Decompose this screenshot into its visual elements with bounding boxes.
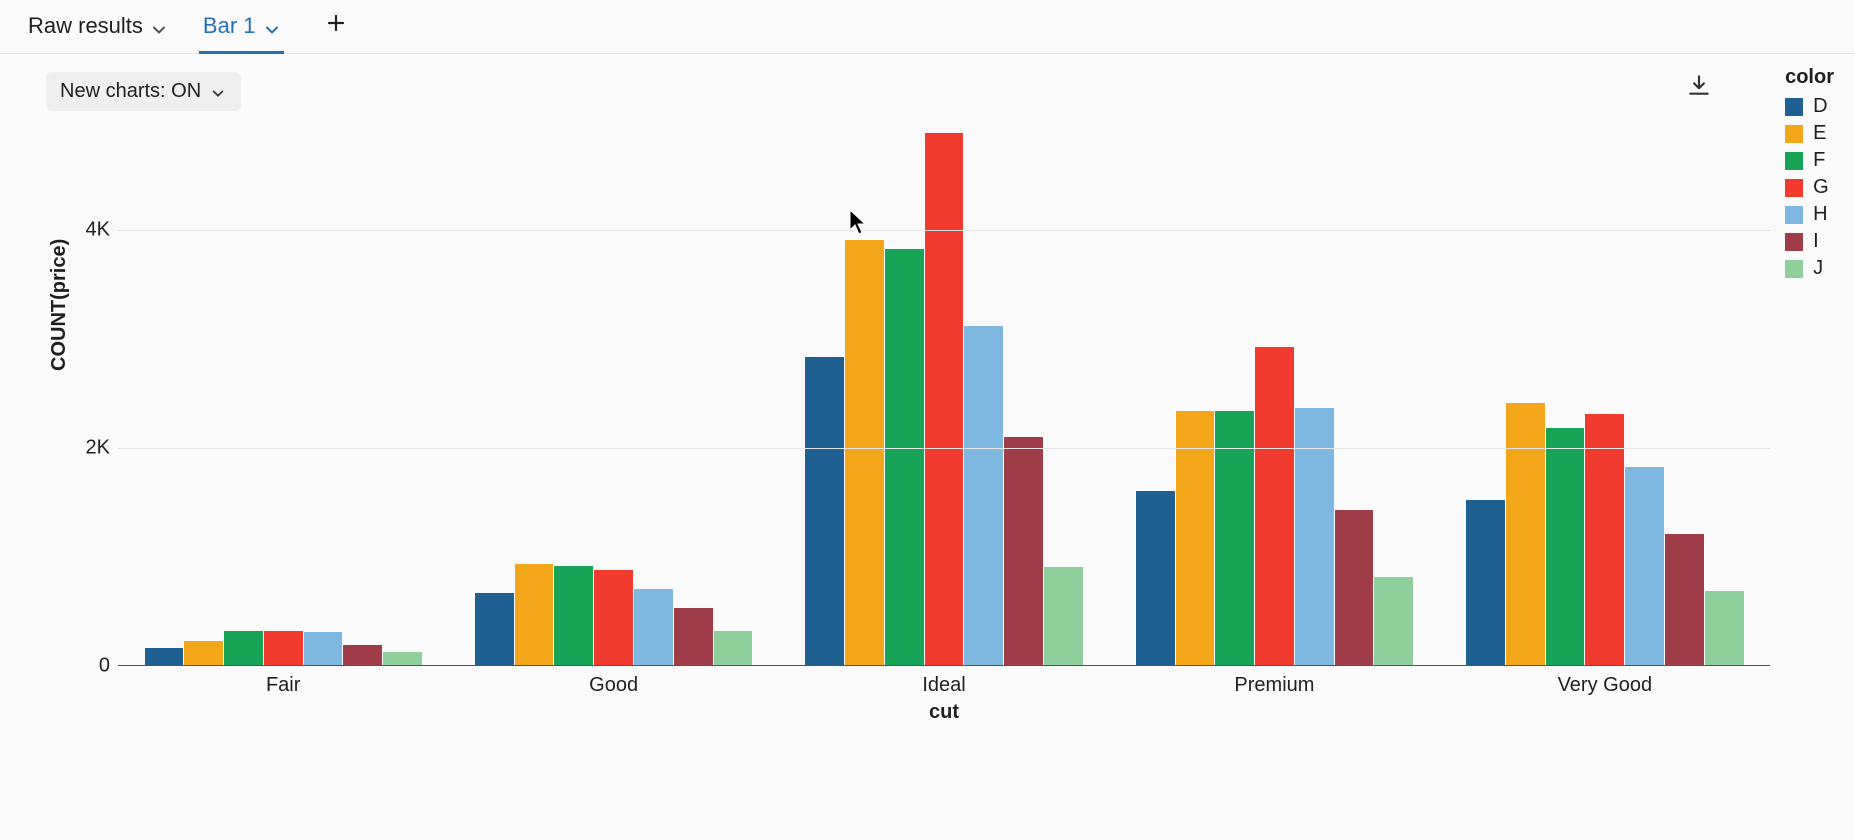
chart-area: New charts: ON color DEFGHIJ COUNT(price… xyxy=(0,54,1854,724)
bar[interactable] xyxy=(1176,411,1215,665)
chevron-down-icon xyxy=(211,84,227,100)
bar[interactable] xyxy=(1585,414,1624,665)
x-tick-label: Premium xyxy=(1109,674,1439,697)
bar[interactable] xyxy=(554,566,593,665)
y-tick-label: 4K xyxy=(86,219,110,242)
bar-group xyxy=(448,121,778,665)
legend-label: D xyxy=(1813,95,1827,118)
bar[interactable] xyxy=(1136,491,1175,665)
bar-group xyxy=(779,121,1109,665)
legend-swatch xyxy=(1785,98,1803,116)
legend-swatch xyxy=(1785,152,1803,170)
legend-label: F xyxy=(1813,149,1825,172)
bar[interactable] xyxy=(1295,408,1334,665)
bar[interactable] xyxy=(1625,467,1664,665)
legend-swatch xyxy=(1785,233,1803,251)
legend: color DEFGHIJ xyxy=(1781,66,1834,282)
x-axis-label: cut xyxy=(118,697,1770,724)
y-tick-label: 0 xyxy=(99,655,110,678)
bar[interactable] xyxy=(515,564,554,665)
bar[interactable] xyxy=(224,631,263,665)
bar[interactable] xyxy=(1466,500,1505,665)
plot[interactable] xyxy=(118,121,1770,666)
bar[interactable] xyxy=(475,593,514,665)
bar[interactable] xyxy=(885,249,924,665)
tab-raw-results[interactable]: Raw results xyxy=(24,7,171,53)
x-tick-label: Good xyxy=(448,674,778,697)
legend-item-e[interactable]: E xyxy=(1781,120,1834,147)
new-charts-toggle[interactable]: New charts: ON xyxy=(46,72,241,111)
bar[interactable] xyxy=(1255,347,1294,665)
y-axis-ticks: 0 2K 4K xyxy=(60,121,110,724)
bar[interactable] xyxy=(1215,411,1254,665)
bar[interactable] xyxy=(1665,534,1704,665)
download-button[interactable] xyxy=(1686,72,1714,100)
legend-swatch xyxy=(1785,260,1803,278)
legend-label: I xyxy=(1813,230,1819,253)
bar[interactable] xyxy=(343,645,382,665)
bar[interactable] xyxy=(1705,591,1744,665)
x-tick-label: Very Good xyxy=(1440,674,1770,697)
tab-label: Bar 1 xyxy=(203,13,256,39)
bar[interactable] xyxy=(383,652,422,665)
x-tick-label: Fair xyxy=(118,674,448,697)
y-tick-label: 2K xyxy=(86,437,110,460)
bar[interactable] xyxy=(714,631,753,665)
bar[interactable] xyxy=(845,240,884,665)
bar[interactable] xyxy=(304,632,343,665)
chevron-down-icon xyxy=(151,18,167,34)
legend-item-g[interactable]: G xyxy=(1781,174,1834,201)
bar[interactable] xyxy=(1374,577,1413,665)
bar[interactable] xyxy=(145,648,184,665)
gridline xyxy=(118,230,1770,231)
bar[interactable] xyxy=(1506,403,1545,665)
chevron-down-icon xyxy=(264,18,280,34)
tabs-row: Raw results Bar 1 xyxy=(0,0,1854,54)
legend-swatch xyxy=(1785,125,1803,143)
legend-item-d[interactable]: D xyxy=(1781,93,1834,120)
bar-group xyxy=(1440,121,1770,665)
plot-wrap: COUNT(price) 02K4K FairGoodIdealPremiumV… xyxy=(70,121,1770,724)
bar[interactable] xyxy=(264,631,303,665)
x-axis-ticks: FairGoodIdealPremiumVery Good xyxy=(118,666,1770,697)
x-tick-label: Ideal xyxy=(779,674,1109,697)
legend-label: J xyxy=(1813,257,1823,280)
legend-item-j[interactable]: J xyxy=(1781,255,1834,282)
legend-swatch xyxy=(1785,179,1803,197)
bar-group xyxy=(1109,121,1439,665)
tab-label: Raw results xyxy=(28,13,143,39)
legend-swatch xyxy=(1785,206,1803,224)
gridline xyxy=(118,448,1770,449)
bar[interactable] xyxy=(594,570,633,665)
toggle-label: New charts: ON xyxy=(60,80,201,103)
legend-label: G xyxy=(1813,176,1829,199)
tab-bar-1[interactable]: Bar 1 xyxy=(199,7,284,53)
bar[interactable] xyxy=(964,326,1003,665)
bar[interactable] xyxy=(634,589,673,665)
bar[interactable] xyxy=(1546,428,1585,665)
legend-item-i[interactable]: I xyxy=(1781,228,1834,255)
legend-title: color xyxy=(1781,66,1834,89)
legend-label: H xyxy=(1813,203,1827,226)
add-tab-button[interactable] xyxy=(318,9,354,50)
legend-label: E xyxy=(1813,122,1826,145)
legend-item-f[interactable]: F xyxy=(1781,147,1834,174)
bar[interactable] xyxy=(1004,437,1043,665)
bar[interactable] xyxy=(1044,567,1083,665)
bar[interactable] xyxy=(805,357,844,665)
bar[interactable] xyxy=(184,641,223,665)
bar-group xyxy=(118,121,448,665)
bar[interactable] xyxy=(925,133,964,665)
legend-item-h[interactable]: H xyxy=(1781,201,1834,228)
bar[interactable] xyxy=(674,608,713,665)
bar[interactable] xyxy=(1335,510,1374,665)
